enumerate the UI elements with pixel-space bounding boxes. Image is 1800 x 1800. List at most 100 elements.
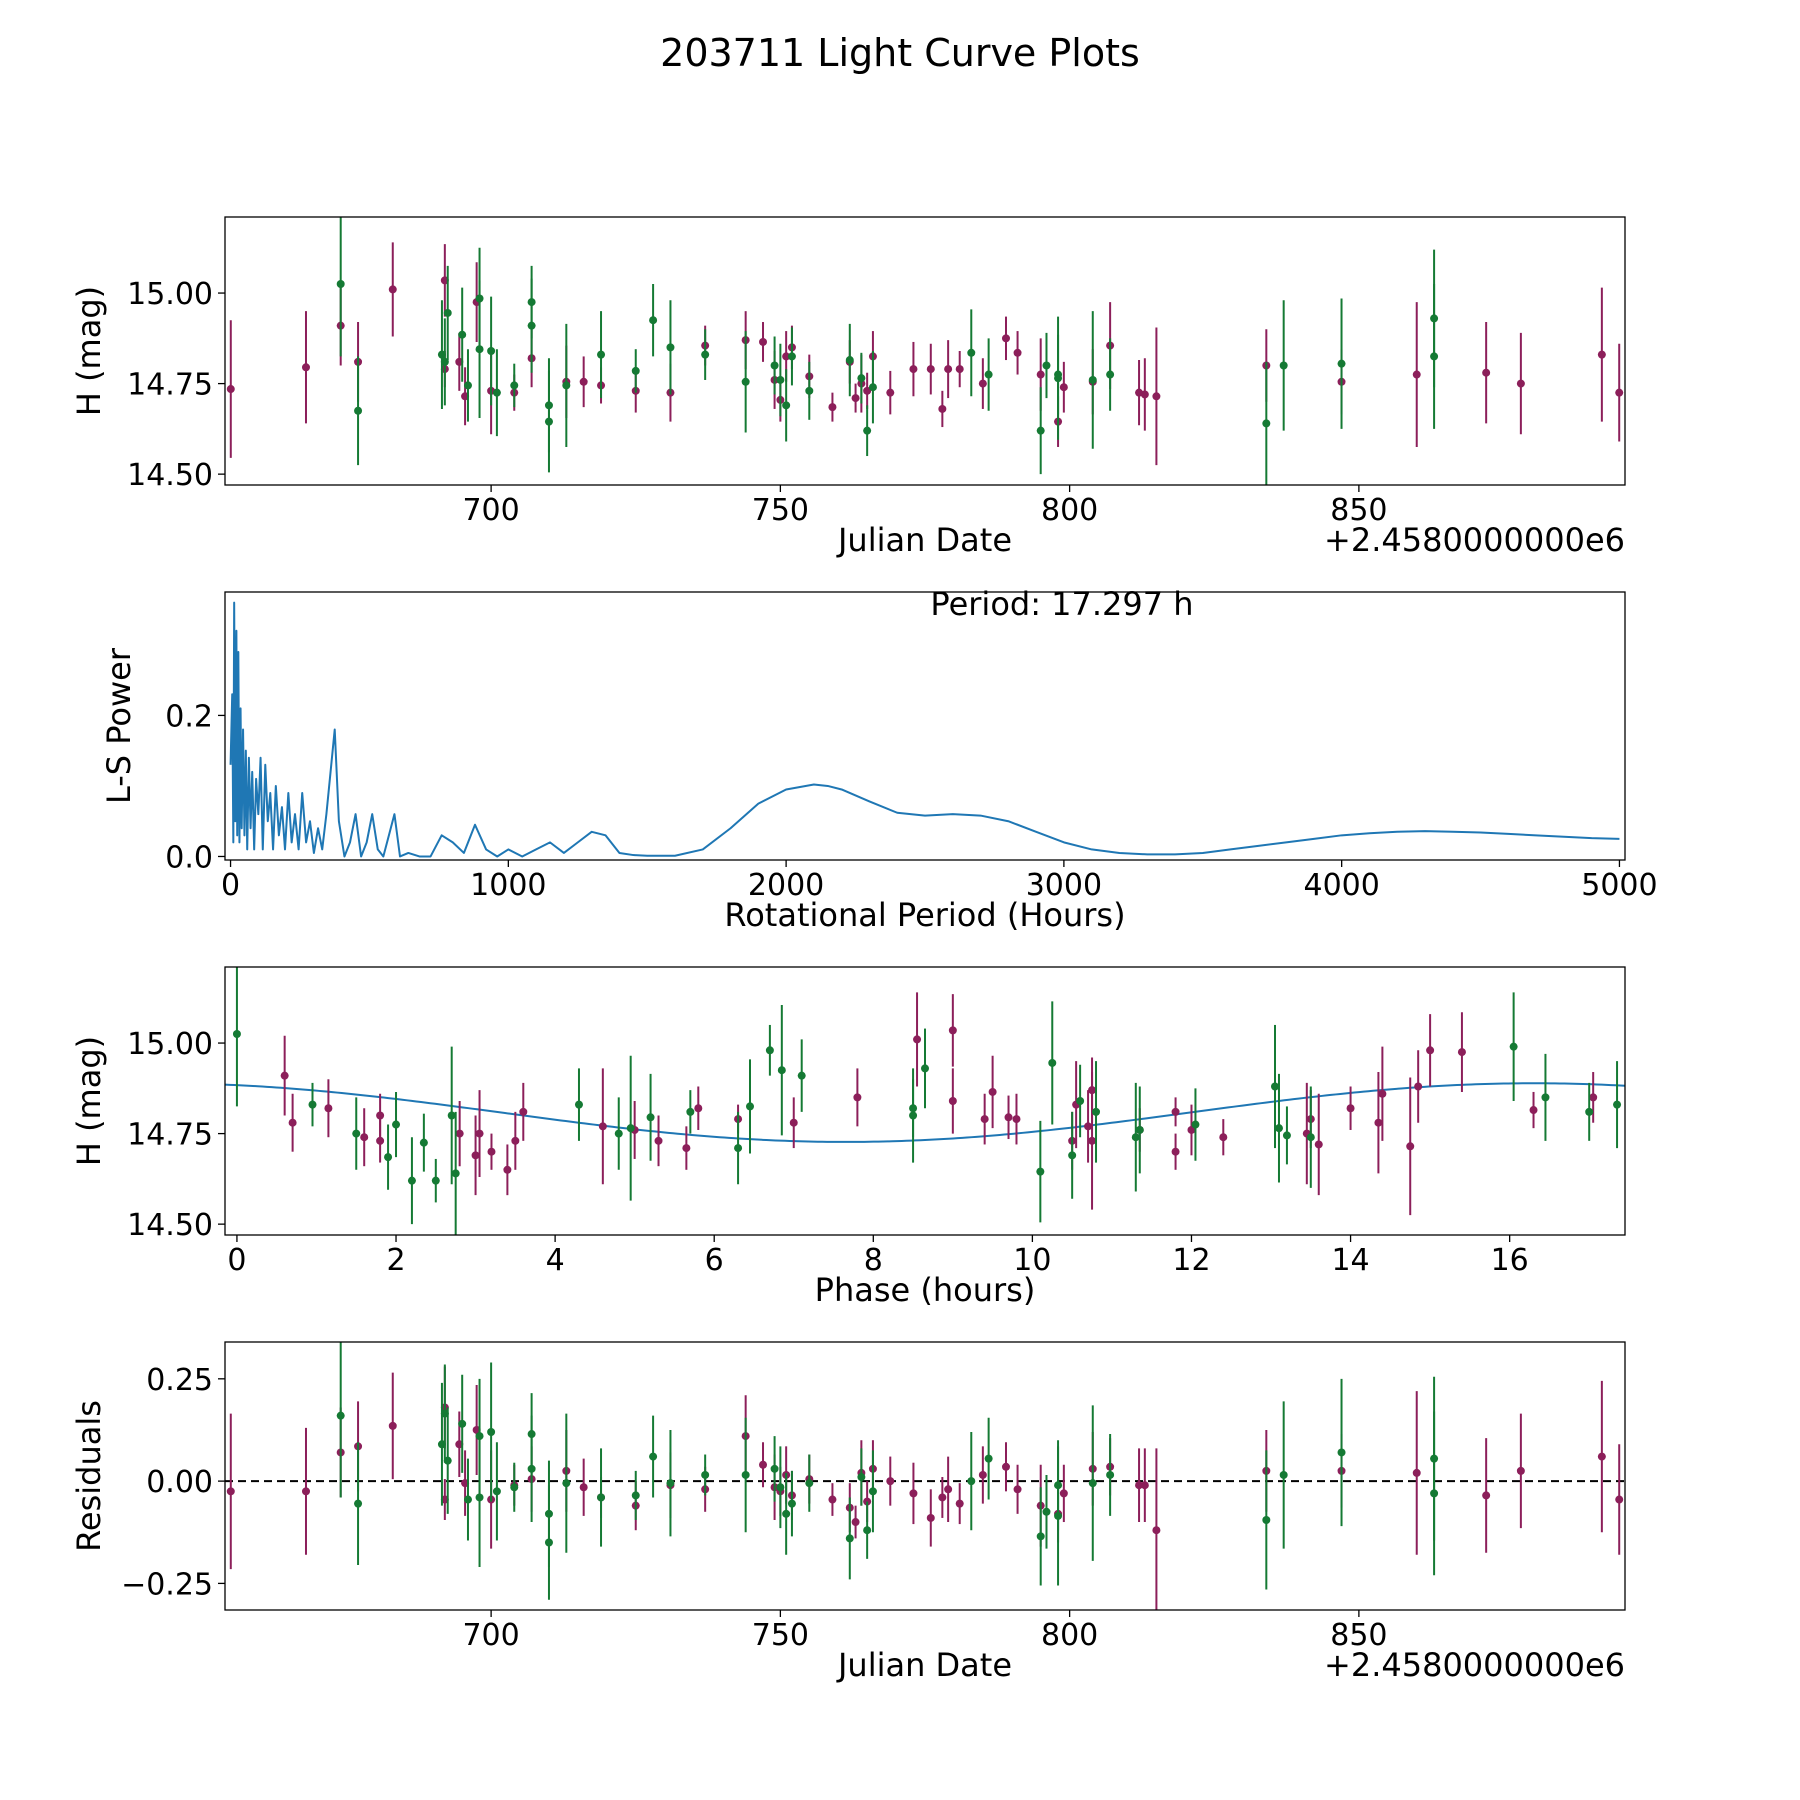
data-point <box>487 1428 496 1437</box>
data-point <box>913 1035 922 1044</box>
data-point <box>463 381 472 390</box>
data-point <box>863 1526 872 1535</box>
data-point <box>649 316 658 325</box>
y-tick-label: 14.50 <box>127 1208 213 1243</box>
x-axis-label: Julian Date <box>836 1646 1012 1684</box>
data-point <box>1615 1495 1624 1504</box>
data-point <box>694 1104 703 1113</box>
figure-title: 203711 Light Curve Plots <box>660 31 1140 75</box>
data-point <box>1140 1481 1149 1490</box>
data-point <box>1279 361 1288 370</box>
data-point <box>597 1493 606 1502</box>
data-point <box>544 1538 553 1547</box>
data-point <box>759 337 768 346</box>
data-point <box>1140 390 1149 399</box>
periodogram-panel: 0 1000 2000 3000 4000 5000 0.0 0.2 Rotational Pe… <box>100 585 1658 934</box>
data-point <box>828 1495 837 1504</box>
y-axis-label: H (mag) <box>70 1036 108 1166</box>
data-point <box>232 1030 241 1038</box>
data-point <box>1048 1058 1057 1067</box>
data-point <box>1076 1097 1085 1105</box>
lightcurve-plot-area <box>226 217 1624 485</box>
data-point <box>1414 1082 1423 1091</box>
data-point <box>376 1136 385 1145</box>
data-point <box>631 366 640 375</box>
residuals-axes-frame <box>224 1341 1626 1611</box>
data-point <box>1406 1142 1415 1151</box>
data-point <box>666 1479 675 1488</box>
data-point <box>492 388 501 397</box>
data-point <box>1152 392 1161 401</box>
series-green <box>336 1342 1439 1600</box>
data-point <box>845 356 854 365</box>
x-tick-label: 10 <box>1013 1243 1051 1278</box>
y-axis-label: Residuals <box>70 1400 108 1552</box>
data-point <box>1012 1115 1021 1124</box>
x-tick-label: 0 <box>221 868 240 903</box>
data-point <box>1036 426 1045 435</box>
data-point <box>1001 1462 1010 1471</box>
data-point <box>1274 1124 1283 1133</box>
data-point <box>654 1136 663 1145</box>
x-axis-label: Phase (hours) <box>815 1271 1036 1309</box>
data-point <box>851 1518 860 1527</box>
data-point <box>598 1122 607 1131</box>
data-point <box>1054 1511 1063 1520</box>
data-point <box>301 1487 310 1496</box>
data-point <box>308 1100 317 1109</box>
data-point <box>631 1491 640 1500</box>
data-point <box>926 1513 935 1522</box>
data-point <box>909 365 918 374</box>
data-point <box>1106 370 1115 379</box>
data-point <box>984 370 993 379</box>
data-point <box>938 404 947 413</box>
data-point <box>1585 1107 1594 1116</box>
data-point <box>944 365 953 374</box>
data-point <box>419 1138 428 1147</box>
series-maroon <box>226 242 1624 466</box>
data-point <box>978 379 987 388</box>
x-tick-label: 4 <box>546 1243 565 1278</box>
data-point <box>1337 359 1346 368</box>
data-point <box>759 1460 768 1469</box>
data-point <box>1516 1466 1525 1475</box>
data-point <box>828 403 837 412</box>
data-point <box>451 1169 460 1178</box>
x-tick-label: 750 <box>752 493 809 528</box>
data-point <box>1271 1082 1279 1091</box>
data-point <box>797 1071 806 1080</box>
data-point <box>1279 1470 1288 1479</box>
data-point <box>1262 419 1271 428</box>
data-point <box>360 1133 369 1142</box>
data-point <box>1457 1048 1466 1057</box>
data-point <box>1171 1107 1180 1116</box>
series-maroon <box>226 1366 1624 1610</box>
data-point <box>782 352 791 361</box>
data-point <box>1589 1093 1598 1102</box>
data-point <box>1516 379 1525 388</box>
data-point <box>776 1483 785 1492</box>
data-point <box>336 1411 345 1420</box>
x-tick-label: 850 <box>1330 1618 1387 1653</box>
data-point <box>443 308 452 317</box>
data-point <box>868 1487 877 1496</box>
data-point <box>782 401 791 410</box>
data-point <box>770 1464 779 1473</box>
data-point <box>1282 1131 1291 1140</box>
data-point <box>1378 1089 1387 1098</box>
data-point <box>978 1470 987 1479</box>
data-point <box>741 1470 750 1479</box>
data-point <box>765 1046 774 1055</box>
x-tick-label: 6 <box>705 1243 724 1278</box>
fit-curve-line <box>225 1082 1625 1143</box>
data-point <box>741 377 750 386</box>
data-point <box>288 1118 297 1127</box>
data-point <box>857 374 866 383</box>
data-point <box>938 1493 947 1502</box>
y-tick-label: 0.2 <box>165 699 213 734</box>
data-point <box>1412 1468 1421 1477</box>
data-point <box>301 363 310 372</box>
data-point <box>944 1485 953 1494</box>
data-point <box>487 1147 496 1156</box>
residuals-plot-area <box>225 1342 1625 1610</box>
